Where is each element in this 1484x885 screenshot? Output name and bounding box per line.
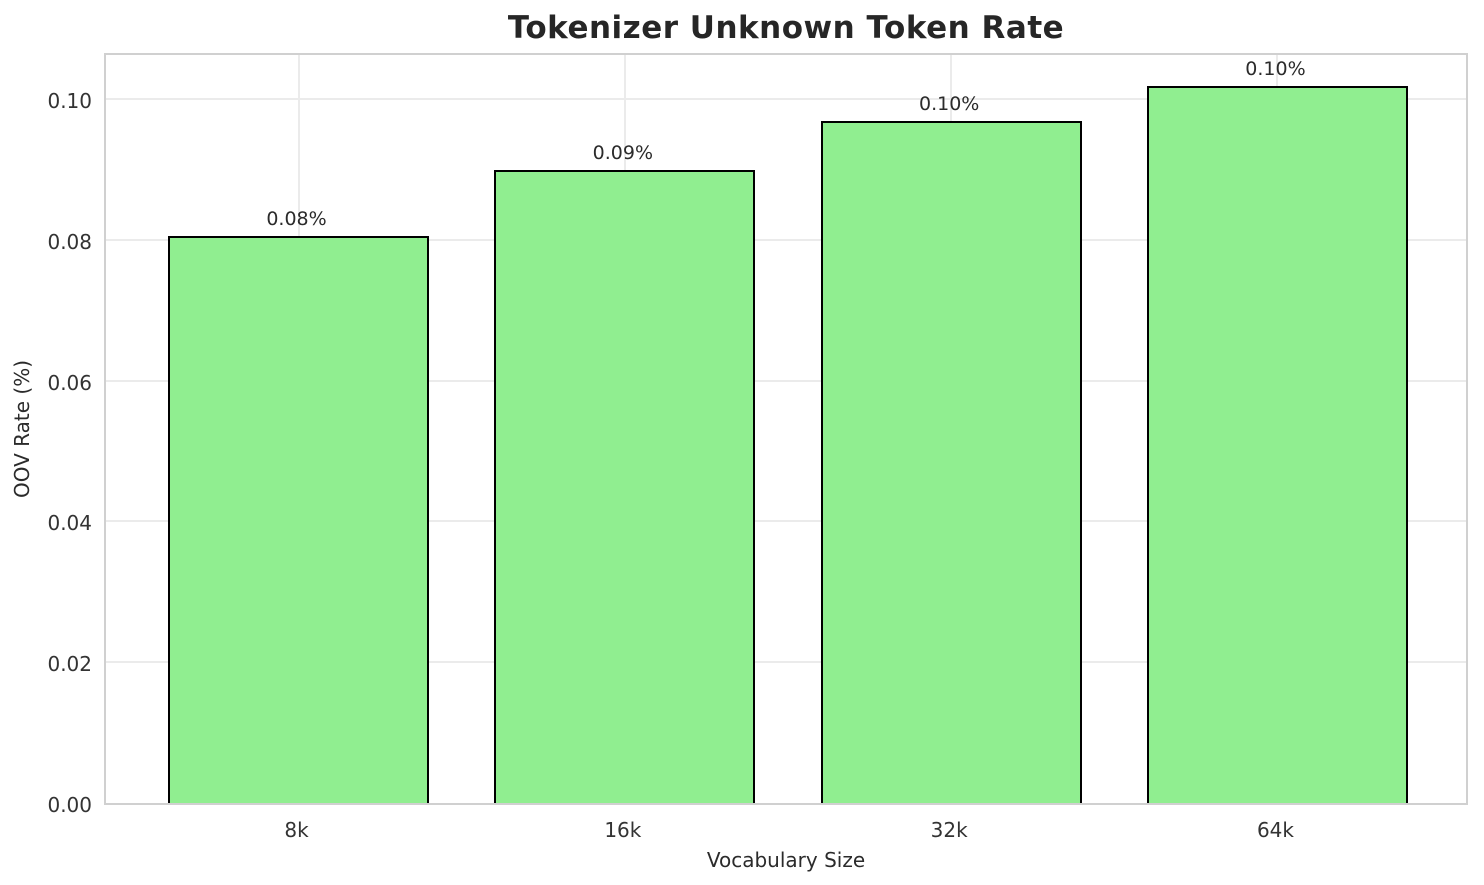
gridline-horizontal [106,661,1466,664]
y-tick-label: 0.02 [47,652,92,677]
y-tick-label: 0.10 [47,88,92,113]
y-tick-label: 0.06 [47,370,92,395]
x-tick-label: 32k [930,818,968,842]
bar-value-label: 0.10% [918,92,980,115]
bar-value-label: 0.08% [266,208,327,231]
bar-value-label: 0.10% [1245,58,1306,81]
gridline-horizontal [106,97,1466,100]
bar-64k [1146,86,1408,803]
chart-title: Tokenizer Unknown Token Rate [507,10,1065,46]
x-axis-label: Vocabulary Size [706,848,866,872]
gridline-horizontal [106,238,1466,241]
y-axis-label: OOV Rate (%) [10,360,34,498]
x-tick-label: 64k [1256,818,1294,842]
bar-value-label: 0.09% [592,141,654,164]
x-tick-label: 8k [284,818,309,842]
bar-32k [820,120,1082,803]
y-tick-label: 0.00 [47,793,92,817]
y-tick-label: 0.08 [47,229,92,254]
x-tick-label: 16k [604,818,642,842]
bar-16k [494,170,756,803]
plot-area [104,53,1468,805]
bar-8k [168,236,430,803]
gridline-horizontal [106,520,1466,523]
gridline-horizontal [106,379,1466,382]
y-tick-label: 0.04 [47,511,92,536]
